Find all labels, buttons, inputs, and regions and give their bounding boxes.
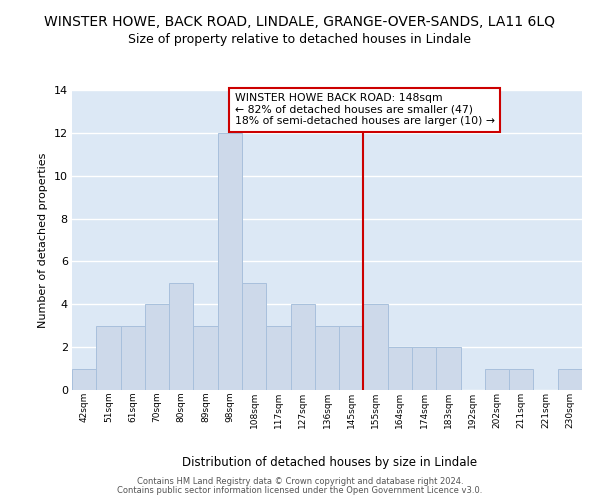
Bar	[412, 347, 436, 390]
Bar	[218, 133, 242, 390]
Text: Size of property relative to detached houses in Lindale: Size of property relative to detached ho…	[128, 32, 472, 46]
Bar	[96, 326, 121, 390]
Text: WINSTER HOWE, BACK ROAD, LINDALE, GRANGE-OVER-SANDS, LA11 6LQ: WINSTER HOWE, BACK ROAD, LINDALE, GRANGE…	[44, 15, 556, 29]
Bar	[364, 304, 388, 390]
Bar	[266, 326, 290, 390]
Text: Distribution of detached houses by size in Lindale: Distribution of detached houses by size …	[182, 456, 478, 469]
Bar	[339, 326, 364, 390]
Bar	[193, 326, 218, 390]
Bar	[242, 283, 266, 390]
Y-axis label: Number of detached properties: Number of detached properties	[38, 152, 48, 328]
Bar	[485, 368, 509, 390]
Bar	[315, 326, 339, 390]
Text: WINSTER HOWE BACK ROAD: 148sqm
← 82% of detached houses are smaller (47)
18% of : WINSTER HOWE BACK ROAD: 148sqm ← 82% of …	[235, 93, 495, 126]
Bar	[558, 368, 582, 390]
Bar	[436, 347, 461, 390]
Bar	[72, 368, 96, 390]
Bar	[121, 326, 145, 390]
Bar	[290, 304, 315, 390]
Bar	[145, 304, 169, 390]
Text: Contains public sector information licensed under the Open Government Licence v3: Contains public sector information licen…	[118, 486, 482, 495]
Bar	[509, 368, 533, 390]
Text: Contains HM Land Registry data © Crown copyright and database right 2024.: Contains HM Land Registry data © Crown c…	[137, 477, 463, 486]
Bar	[388, 347, 412, 390]
Bar	[169, 283, 193, 390]
